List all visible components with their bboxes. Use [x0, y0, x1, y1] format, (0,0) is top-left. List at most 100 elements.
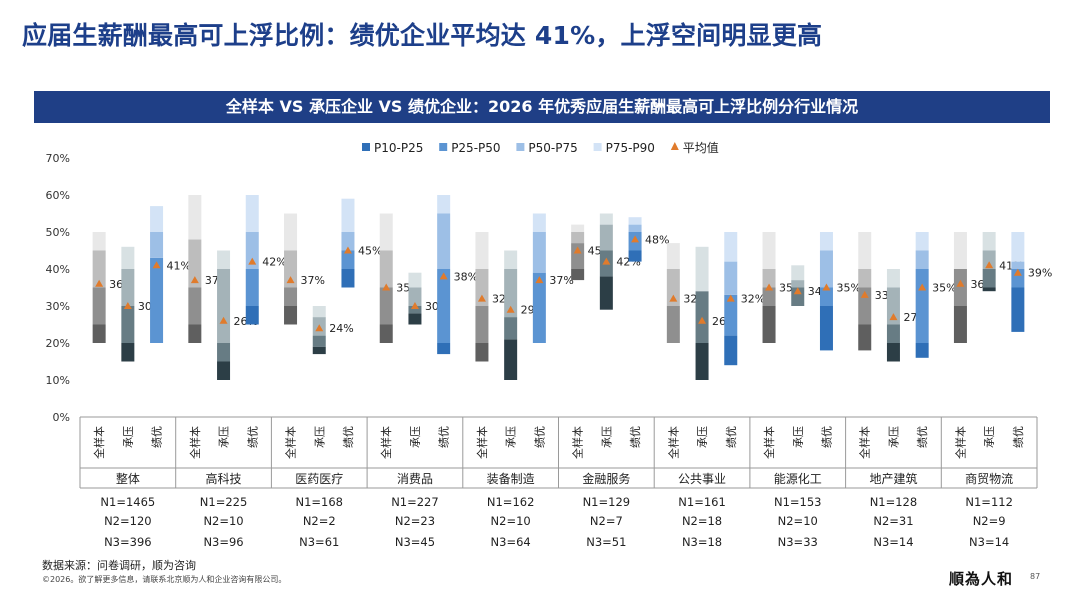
mean-marker: [410, 302, 419, 309]
sample-label: 承压: [887, 426, 900, 448]
bar-segment: [1011, 287, 1025, 332]
sample-label: 绩优: [342, 426, 355, 448]
sample-count: N1=225: [200, 495, 248, 509]
sample-label: 绩优: [725, 426, 738, 448]
sample-label: 全样本: [666, 426, 680, 459]
bar-segment: [341, 250, 355, 269]
sample-count: N3=396: [104, 535, 152, 549]
bar-segment: [312, 346, 326, 355]
sample-label: 全样本: [762, 426, 776, 459]
group-label: 商贸物流: [965, 471, 1013, 486]
group-label: 装备制造: [487, 472, 535, 486]
legend-swatch: [593, 143, 602, 151]
bar-segment: [245, 232, 259, 269]
bar-segment: [762, 269, 776, 288]
sample-label: 承压: [218, 426, 231, 448]
bar-segment: [982, 250, 996, 269]
bar-segment: [1011, 269, 1025, 288]
bar-segment: [188, 287, 202, 325]
bar-segment: [571, 243, 585, 269]
mean-marker: [985, 261, 994, 269]
bar-segment: [571, 224, 585, 232]
bar-segment: [437, 343, 451, 355]
bar-segment: [437, 195, 451, 214]
bar-segment: [150, 206, 164, 232]
mean-label: 35%: [932, 282, 956, 295]
bar-segment: [188, 195, 202, 240]
sample-label: 绩优: [916, 426, 929, 448]
bar-segment: [188, 324, 202, 343]
mean-marker: [477, 294, 486, 302]
sample-count: N1=153: [774, 495, 822, 509]
bar-segment: [953, 306, 967, 343]
bar-segment: [408, 272, 422, 288]
bar-segment: [1011, 261, 1025, 269]
mean-marker: [315, 324, 324, 332]
sample-count: N1=129: [583, 495, 631, 509]
bar-segment: [599, 213, 613, 225]
y-tick-label: 40%: [46, 263, 70, 276]
chart-svg: 0% 10% 20% 30% 40% 50% 60% 70% P10-P25 P25-P50 P50…: [46, 140, 1053, 549]
sample-label: 全样本: [953, 426, 967, 459]
bar-segment: [379, 287, 393, 325]
bar-segment: [915, 232, 929, 251]
sample-count: N3=61: [299, 535, 339, 549]
mean-marker: [726, 294, 735, 302]
bar-segment: [571, 269, 585, 281]
y-tick-label: 20%: [46, 337, 70, 350]
bar-segment: [92, 232, 106, 251]
mean-marker: [535, 276, 544, 284]
bar-segment: [341, 198, 355, 232]
bar-segment: [953, 232, 967, 269]
mean-marker: [860, 290, 869, 298]
legend-label: 平均值: [683, 140, 719, 155]
bar-segment: [408, 313, 422, 325]
bar-segment: [571, 232, 585, 244]
bar-segment: [437, 213, 451, 269]
bar-segment: [886, 287, 900, 325]
bar-segment: [724, 335, 738, 366]
group-label: 高科技: [206, 471, 242, 486]
bar-segment: [762, 306, 776, 343]
bar-segment: [762, 232, 776, 269]
bar-segment: [475, 232, 489, 269]
bar-segment: [217, 250, 231, 269]
bar-segment: [1011, 232, 1025, 262]
chart-banner: 全样本 VS 承压企业 VS 绩优企业：2026 年优秀应届生薪酬最高可上浮比例…: [34, 91, 1050, 123]
copyright-note: ©2026。欲了解更多信息，请联系北京顺为人和企业咨询有限公司。: [42, 575, 287, 584]
sample-count: N2=18: [682, 514, 722, 528]
sample-label: 全样本: [475, 426, 489, 459]
mean-marker: [190, 276, 199, 284]
bar-segment: [953, 269, 967, 306]
sample-count: N1=168: [295, 495, 343, 509]
bar-segment: [504, 339, 518, 380]
sample-count: N3=96: [203, 535, 243, 549]
mean-marker: [439, 272, 448, 280]
bar-segment: [312, 335, 326, 347]
mean-label: 48%: [645, 233, 669, 246]
sample-count: N3=14: [969, 535, 1009, 549]
bar-segment: [724, 261, 738, 295]
sample-count: N1=161: [678, 495, 726, 509]
mean-marker: [602, 257, 611, 265]
mean-marker: [382, 283, 391, 291]
mean-label: 39%: [1028, 267, 1052, 280]
sample-label: 承压: [505, 426, 518, 448]
bar-segment: [724, 294, 738, 336]
bar-segment: [858, 232, 872, 269]
y-tick-label: 10%: [46, 374, 70, 387]
sample-label: 全样本: [379, 426, 393, 459]
sample-count: N2=10: [778, 514, 818, 528]
mean-marker: [248, 257, 257, 265]
mean-marker: [822, 283, 831, 291]
chart-area: 0% 10% 20% 30% 40% 50% 60% 70% P10-P25 P25-P50 P50…: [0, 128, 1080, 558]
y-tick-label: 60%: [46, 189, 70, 202]
mean-marker: [506, 305, 515, 313]
bar-segment: [121, 306, 135, 343]
bar-segment: [150, 232, 164, 258]
mean-marker: [286, 276, 295, 284]
mean-label: 37%: [301, 274, 325, 287]
group-label: 金融服务: [582, 471, 630, 486]
mean-marker: [698, 316, 707, 324]
sample-label: 绩优: [533, 426, 546, 448]
